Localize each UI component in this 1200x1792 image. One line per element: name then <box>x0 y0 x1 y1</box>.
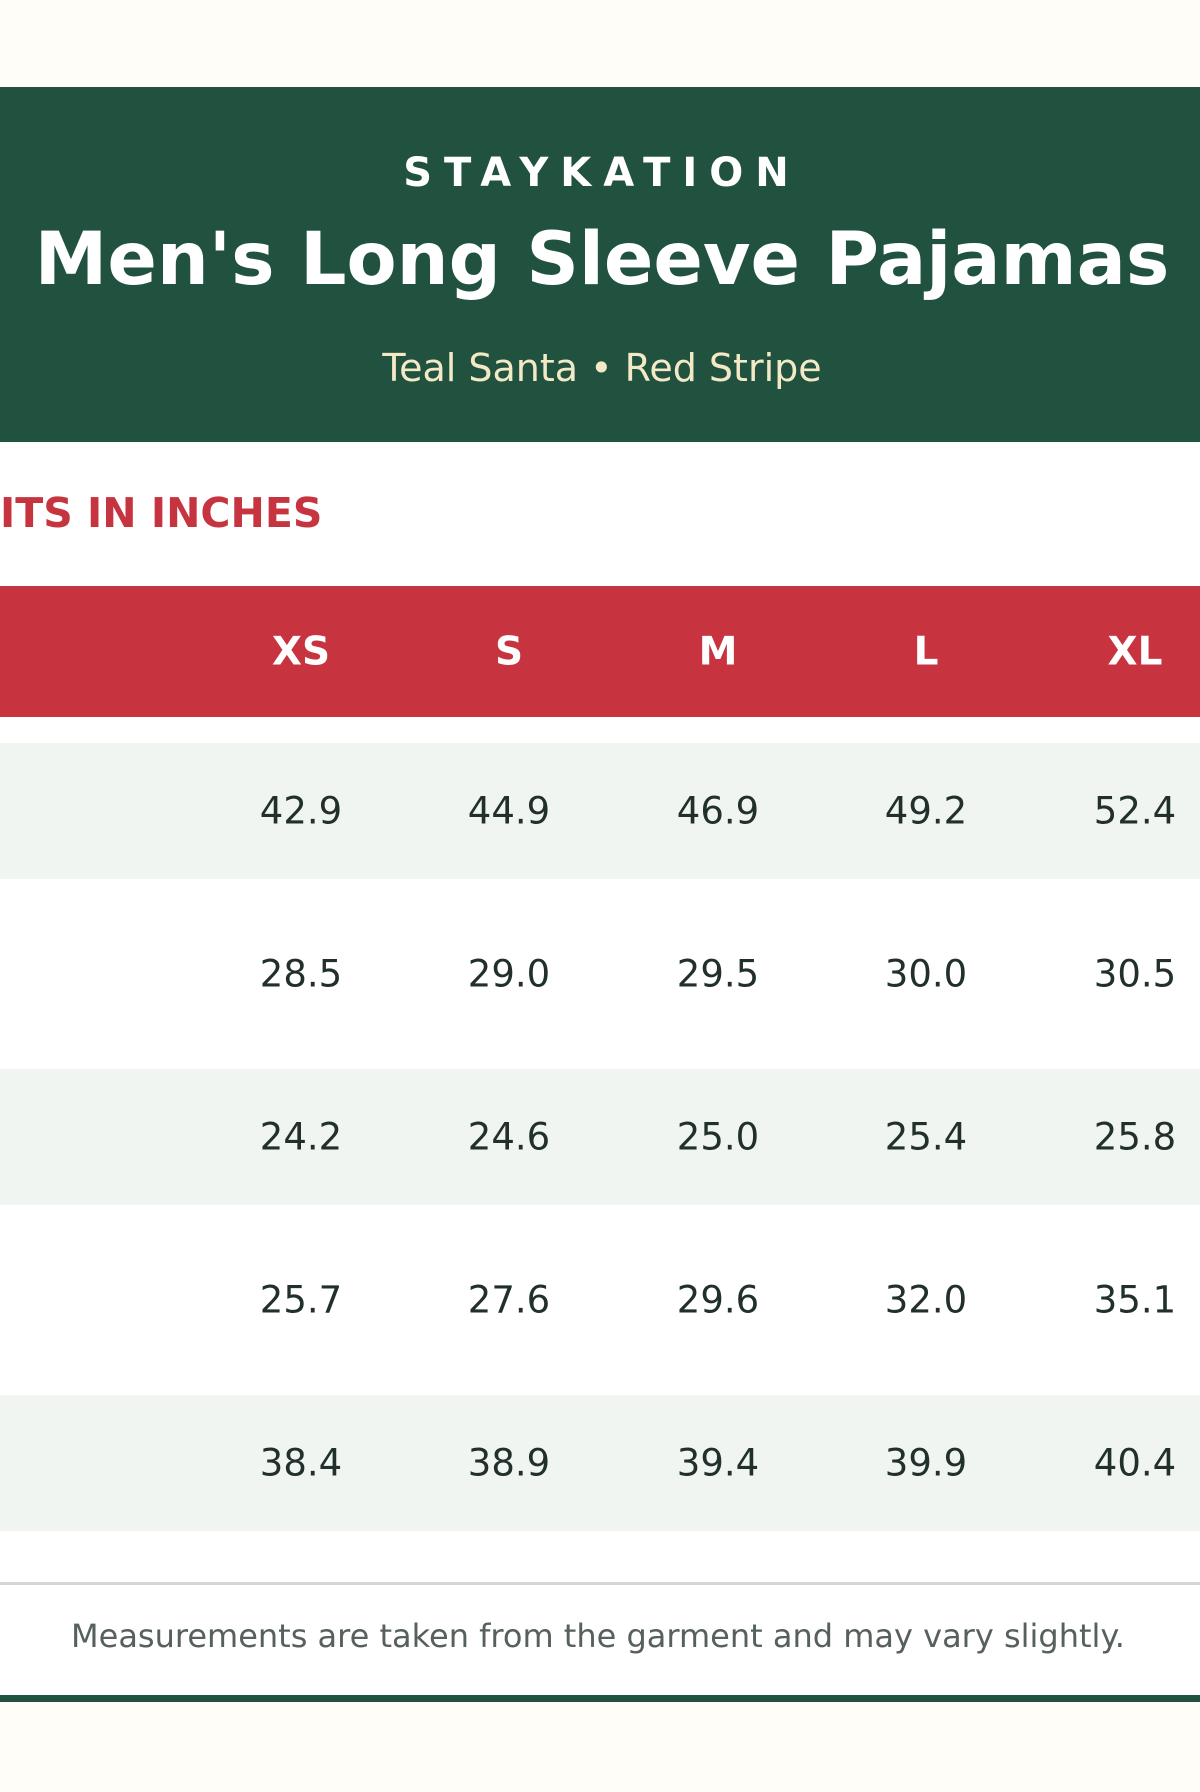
table-cell: 44.9 <box>467 789 551 833</box>
table-row: 28.5 29.0 29.5 30.0 30.5 <box>0 906 1200 1042</box>
column-header: XS <box>271 629 331 674</box>
table-cell: 39.4 <box>676 1441 760 1485</box>
header-band: STAYKATION Men's Long Sleeve Pajamas Tea… <box>0 87 1200 442</box>
table-cell: 28.5 <box>259 952 343 996</box>
table-cell: 27.6 <box>467 1278 551 1322</box>
table-cell: 25.0 <box>676 1115 760 1159</box>
divider <box>0 1582 1200 1585</box>
table-cell: 24.6 <box>467 1115 551 1159</box>
table-cell: 42.9 <box>259 789 343 833</box>
subtitle: Teal Santa • Red Stripe <box>382 346 822 390</box>
table-row: 42.9 44.9 46.9 49.2 52.4 <box>0 743 1200 879</box>
section-title: ITS IN INCHES <box>0 489 323 537</box>
table-row: 24.2 24.6 25.0 25.4 25.8 <box>0 1069 1200 1205</box>
table-cell: 29.5 <box>676 952 760 996</box>
table-cell: 30.0 <box>884 952 968 996</box>
table-cell: 38.4 <box>259 1441 343 1485</box>
table-cell: 40.4 <box>1093 1441 1177 1485</box>
table-header: XS S M L XL <box>0 586 1200 717</box>
table-cell: 25.4 <box>884 1115 968 1159</box>
table-cell: 32.0 <box>884 1278 968 1322</box>
table-row: 38.4 38.9 39.4 39.9 40.4 <box>0 1395 1200 1531</box>
column-header: L <box>913 629 939 674</box>
table-cell: 24.2 <box>259 1115 343 1159</box>
table-cell: 38.9 <box>467 1441 551 1485</box>
table-cell: 39.9 <box>884 1441 968 1485</box>
table-cell: 46.9 <box>676 789 760 833</box>
column-header: XL <box>1107 629 1163 674</box>
column-header: M <box>698 629 738 674</box>
column-header: S <box>494 629 524 674</box>
table-row: 25.7 27.6 29.6 32.0 35.1 <box>0 1232 1200 1368</box>
table-cell: 49.2 <box>884 789 968 833</box>
table-cell: 29.0 <box>467 952 551 996</box>
table-cell: 30.5 <box>1093 952 1177 996</box>
table-cell: 52.4 <box>1093 789 1177 833</box>
footer-note: Measurements are taken from the garment … <box>71 1617 1125 1655</box>
table-cell: 35.1 <box>1093 1278 1177 1322</box>
brand: STAYKATION <box>403 150 801 196</box>
size-chart-card: STAYKATION Men's Long Sleeve Pajamas Tea… <box>0 87 1200 1702</box>
table-cell: 25.8 <box>1093 1115 1177 1159</box>
title: Men's Long Sleeve Pajamas <box>34 217 1170 302</box>
table-cell: 25.7 <box>259 1278 343 1322</box>
table-cell: 29.6 <box>676 1278 760 1322</box>
